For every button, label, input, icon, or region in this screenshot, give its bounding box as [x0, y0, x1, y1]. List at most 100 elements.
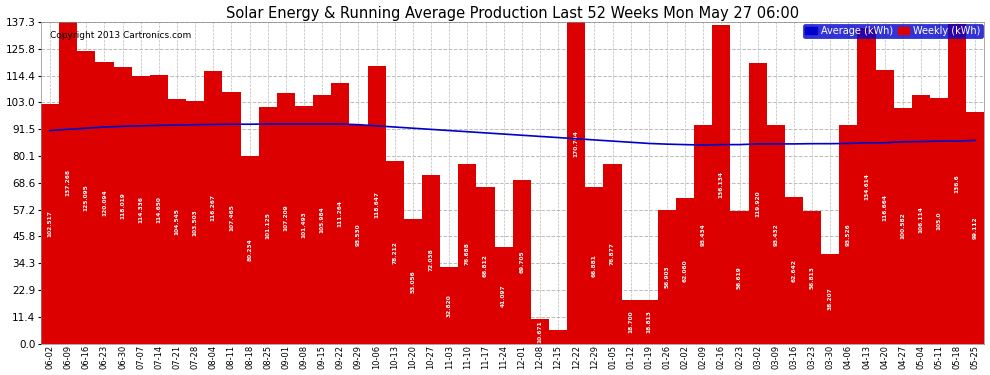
- Text: 118.019: 118.019: [120, 192, 125, 219]
- Text: 107.465: 107.465: [229, 204, 234, 231]
- Text: 93.432: 93.432: [773, 223, 778, 246]
- Text: 100.582: 100.582: [900, 213, 905, 239]
- Text: Copyright 2013 Cartronics.com: Copyright 2013 Cartronics.com: [50, 32, 192, 40]
- Text: 66.812: 66.812: [483, 254, 488, 277]
- Text: 38.207: 38.207: [828, 288, 833, 310]
- Bar: [712, 25, 731, 344]
- Text: 18.813: 18.813: [646, 310, 651, 333]
- Bar: [168, 99, 186, 344]
- Text: 136.6: 136.6: [954, 174, 959, 193]
- Text: 106.114: 106.114: [919, 206, 924, 233]
- Bar: [585, 187, 604, 344]
- Text: 125.095: 125.095: [84, 184, 89, 211]
- Bar: [132, 76, 149, 344]
- Bar: [277, 93, 295, 344]
- Bar: [513, 180, 531, 344]
- Bar: [840, 124, 857, 344]
- Bar: [495, 248, 513, 344]
- Text: 136.134: 136.134: [719, 171, 724, 198]
- Text: 103.503: 103.503: [193, 209, 198, 236]
- Text: 101.125: 101.125: [265, 212, 270, 239]
- Bar: [640, 300, 658, 344]
- Text: 137.268: 137.268: [65, 170, 70, 196]
- Bar: [458, 164, 476, 344]
- Text: 72.038: 72.038: [429, 248, 434, 271]
- Bar: [821, 254, 840, 344]
- Bar: [422, 175, 441, 344]
- Text: 119.920: 119.920: [755, 190, 760, 217]
- Bar: [748, 63, 766, 344]
- Bar: [186, 101, 204, 344]
- Bar: [386, 160, 404, 344]
- Bar: [766, 125, 785, 344]
- Bar: [41, 104, 59, 344]
- Text: 56.903: 56.903: [664, 266, 669, 288]
- Text: 93.526: 93.526: [845, 223, 850, 246]
- Text: 10.671: 10.671: [538, 320, 543, 343]
- Bar: [930, 98, 948, 344]
- Bar: [658, 210, 676, 344]
- Bar: [295, 106, 313, 344]
- Bar: [622, 300, 640, 344]
- Text: 105.984: 105.984: [320, 206, 325, 233]
- Bar: [912, 95, 930, 344]
- Text: 76.688: 76.688: [465, 243, 470, 266]
- Text: 80.234: 80.234: [248, 238, 252, 261]
- Text: 41.097: 41.097: [501, 284, 506, 307]
- Bar: [149, 75, 168, 344]
- Text: 120.094: 120.094: [102, 190, 107, 216]
- Bar: [567, 0, 585, 344]
- Text: 116.664: 116.664: [882, 194, 887, 220]
- Text: 114.650: 114.650: [156, 196, 161, 223]
- Text: 99.112: 99.112: [973, 216, 978, 239]
- Text: 69.705: 69.705: [520, 251, 525, 273]
- Text: 101.493: 101.493: [302, 211, 307, 238]
- Bar: [549, 330, 567, 344]
- Text: 134.614: 134.614: [864, 172, 869, 200]
- Bar: [785, 197, 803, 344]
- Bar: [241, 156, 258, 344]
- Bar: [59, 22, 77, 344]
- Bar: [313, 95, 332, 344]
- Bar: [332, 83, 349, 344]
- Bar: [95, 62, 114, 344]
- Text: 116.267: 116.267: [211, 194, 216, 221]
- Bar: [966, 111, 984, 344]
- Bar: [604, 164, 622, 344]
- Bar: [731, 211, 748, 344]
- Text: 56.619: 56.619: [737, 266, 742, 289]
- Bar: [204, 71, 223, 344]
- Text: 76.877: 76.877: [610, 242, 615, 265]
- Bar: [531, 319, 549, 344]
- Bar: [367, 66, 386, 344]
- Text: 118.647: 118.647: [374, 191, 379, 218]
- Text: 104.545: 104.545: [174, 208, 179, 235]
- Text: 56.813: 56.813: [810, 266, 815, 289]
- Text: 93.434: 93.434: [701, 223, 706, 246]
- Bar: [223, 92, 241, 344]
- Title: Solar Energy & Running Average Production Last 52 Weeks Mon May 27 06:00: Solar Energy & Running Average Productio…: [226, 6, 799, 21]
- Text: 32.820: 32.820: [446, 294, 451, 317]
- Text: 111.264: 111.264: [338, 200, 343, 227]
- Bar: [349, 124, 367, 344]
- Bar: [258, 107, 277, 344]
- Bar: [803, 211, 821, 344]
- Legend: Average (kWh), Weekly (kWh): Average (kWh), Weekly (kWh): [803, 24, 982, 38]
- Text: 93.530: 93.530: [356, 223, 361, 246]
- Text: 102.517: 102.517: [48, 210, 52, 237]
- Text: 53.056: 53.056: [411, 270, 416, 293]
- Bar: [676, 198, 694, 344]
- Text: 170.744: 170.744: [574, 130, 579, 157]
- Text: 62.060: 62.060: [682, 260, 688, 282]
- Text: 18.700: 18.700: [628, 310, 634, 333]
- Bar: [694, 125, 712, 344]
- Bar: [948, 24, 966, 344]
- Bar: [857, 28, 875, 344]
- Bar: [114, 67, 132, 344]
- Bar: [476, 187, 495, 344]
- Text: 66.881: 66.881: [592, 254, 597, 277]
- Bar: [77, 51, 95, 344]
- Bar: [404, 219, 422, 344]
- Text: 78.212: 78.212: [392, 241, 397, 264]
- Bar: [875, 70, 894, 344]
